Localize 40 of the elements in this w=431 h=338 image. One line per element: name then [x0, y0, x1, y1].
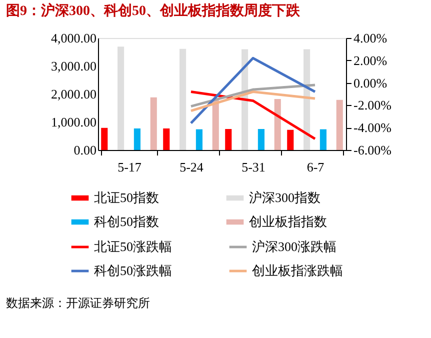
x-tick-label: 5-24: [180, 160, 204, 174]
bar: [118, 46, 124, 150]
source-note: 数据来源：开源证券研究所: [6, 296, 150, 310]
bar: [287, 130, 294, 150]
bar: [225, 129, 232, 150]
bar: [196, 129, 202, 150]
y-tick-label: 4,000.00: [51, 30, 96, 46]
bar: [274, 99, 281, 150]
y2-tick-label: 2.00%: [354, 52, 388, 68]
x-tick-label: 5-31: [242, 160, 266, 174]
bar: [134, 128, 140, 150]
legend-label: 沪深300涨跌幅: [252, 239, 336, 254]
legend-label: 创业板指指数: [249, 214, 327, 229]
bar: [304, 49, 310, 150]
y2-tick-label: -6.00%: [354, 142, 392, 158]
bar: [258, 129, 264, 150]
legend-label: 科创50涨跌幅: [94, 263, 172, 278]
legend-label: 北证50指数: [94, 190, 159, 205]
bar: [212, 98, 219, 150]
y2-tick-label: 0.00%: [354, 75, 388, 90]
y-tick-label: 2,000.00: [51, 86, 96, 102]
chart-title: 图9：沪深300、科创50、创业板指指数周度下跌: [6, 2, 301, 19]
x-tick-label: 6-7: [306, 160, 325, 174]
legend-label: 科创50指数: [94, 214, 159, 229]
y-tick-label: 1,000.00: [51, 114, 96, 130]
y-tick-label: 3,000.00: [51, 58, 96, 74]
y-tick-label: 0.00: [74, 142, 96, 158]
bar: [150, 97, 157, 150]
bar: [336, 100, 343, 150]
bar: [101, 128, 108, 150]
legend-label: 北证50涨跌幅: [94, 239, 172, 254]
y2-tick-label: 4.00%: [354, 30, 388, 46]
y2-tick-label: -4.00%: [354, 120, 392, 136]
y2-tick-label: -2.00%: [354, 98, 392, 113]
bar: [320, 129, 326, 150]
bar: [163, 128, 170, 150]
bar: [180, 48, 186, 150]
legend-label: 沪深300指数: [249, 190, 320, 205]
legend-label: 创业板指涨跌幅: [252, 263, 343, 278]
x-tick-label: 5-17: [118, 160, 142, 174]
